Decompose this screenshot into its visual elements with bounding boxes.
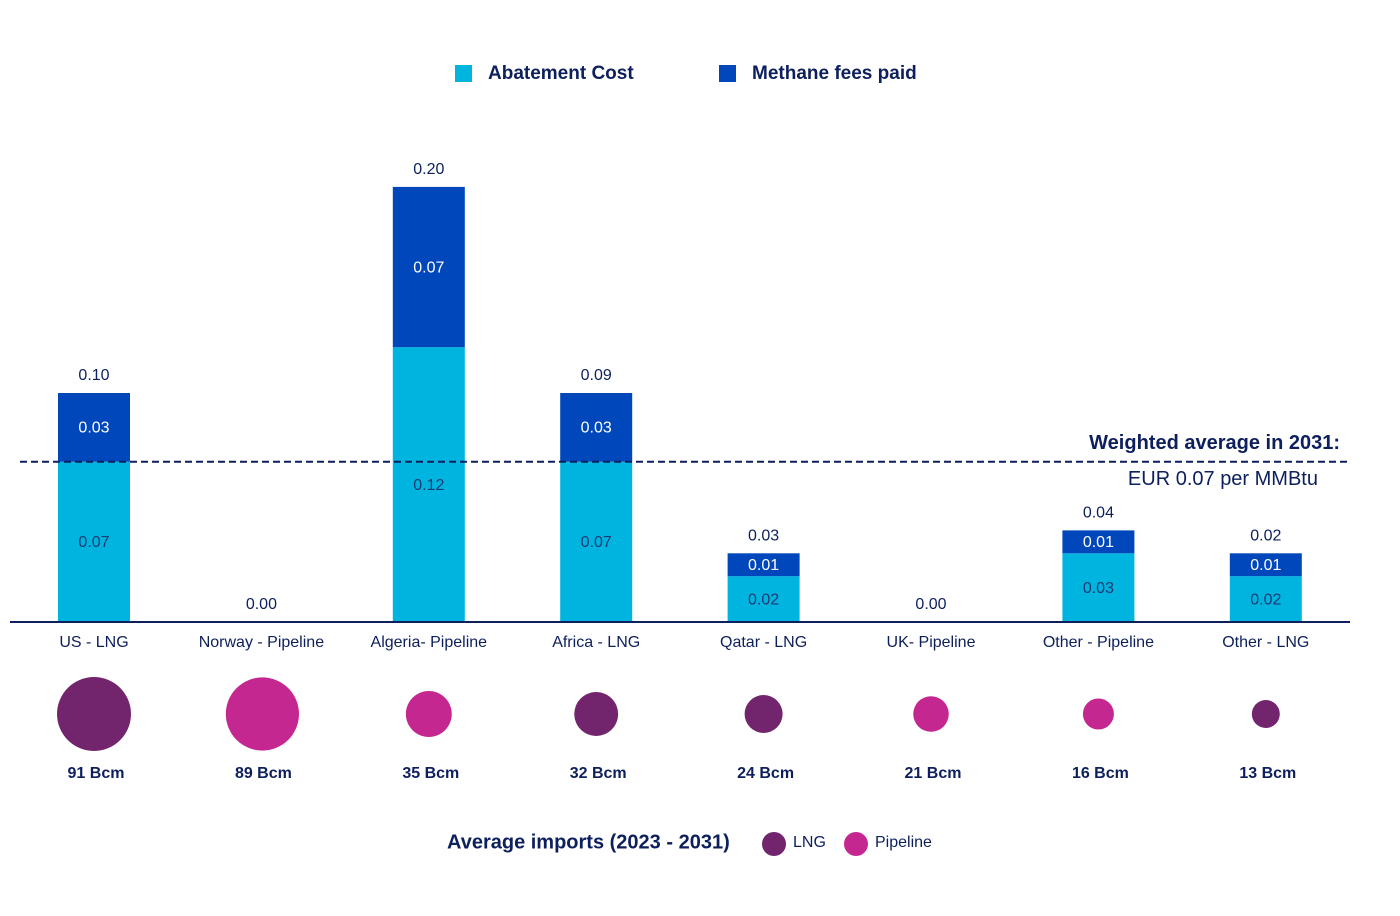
segment-label: 0.03	[581, 420, 612, 437]
total-label: 0.00	[246, 596, 277, 613]
bubble	[225, 677, 299, 751]
segment-label: 0.03	[1083, 580, 1114, 597]
segment-label: 0.07	[413, 259, 444, 276]
bubble	[1082, 698, 1114, 730]
bar-segment	[1229, 553, 1302, 577]
x-tick-label: Other - LNG	[1222, 634, 1309, 651]
bar-segment	[1062, 530, 1135, 554]
reference-label: EUR 0.07 per MMBtu	[1128, 468, 1318, 490]
bar-segment	[727, 553, 800, 577]
bar-segment	[1229, 576, 1302, 622]
bubble	[744, 694, 783, 734]
bar-segment	[392, 186, 465, 348]
segment-label: 0.03	[78, 420, 109, 437]
bar-segment	[58, 461, 130, 622]
segment-label: 0.02	[748, 591, 779, 608]
legend-label: LNG	[793, 834, 826, 851]
bubble-label: 89 Bcm	[235, 765, 292, 782]
segment-label: 0.02	[1250, 591, 1281, 608]
bar-segment	[58, 393, 130, 462]
x-tick-label: Algeria- Pipeline	[371, 634, 488, 651]
legend-label: Pipeline	[875, 834, 932, 851]
segment-label: 0.01	[748, 557, 779, 574]
segment-label: 0.07	[78, 534, 109, 551]
x-tick-label: Norway - Pipeline	[199, 634, 324, 651]
bar-segment	[392, 347, 465, 622]
bubble-title: Average imports (2023 - 2031)	[447, 831, 730, 853]
bubble-label: 13 Bcm	[1239, 765, 1296, 782]
segment-label: 0.01	[1250, 557, 1281, 574]
segment-label: 0.07	[581, 534, 612, 551]
bubble	[405, 691, 452, 737]
total-label: 0.03	[748, 528, 779, 545]
bubble	[574, 692, 619, 736]
legend-label: Abatement Cost	[488, 63, 634, 84]
reference-label: Weighted average in 2031:	[1089, 432, 1340, 454]
legend-swatch	[719, 65, 736, 82]
total-label: 0.00	[915, 596, 946, 613]
bubble-label: 21 Bcm	[905, 765, 962, 782]
bubble	[913, 696, 949, 732]
bubble-label: 91 Bcm	[68, 765, 125, 782]
bar-segment	[560, 461, 633, 622]
x-tick-label: Qatar - LNG	[720, 634, 807, 651]
x-tick-label: Africa - LNG	[552, 634, 640, 651]
bar-segment	[727, 576, 800, 622]
bubble-label: 16 Bcm	[1072, 765, 1129, 782]
x-tick-label: UK- Pipeline	[887, 634, 976, 651]
bubble-label: 32 Bcm	[570, 765, 627, 782]
total-label: 0.10	[78, 367, 109, 384]
bubble-label: 35 Bcm	[402, 765, 459, 782]
bubble	[57, 677, 131, 751]
total-label: 0.02	[1250, 528, 1281, 545]
segment-label: 0.12	[413, 477, 444, 494]
x-tick-label: US - LNG	[59, 634, 128, 651]
bubble-label: 24 Bcm	[737, 765, 794, 782]
total-label: 0.04	[1083, 505, 1114, 522]
total-label: 0.20	[413, 161, 444, 178]
legend-dot	[762, 832, 786, 856]
bubble	[1251, 700, 1280, 728]
total-label: 0.09	[581, 367, 612, 384]
segment-label: 0.01	[1083, 534, 1114, 551]
bar-segment	[560, 393, 633, 462]
legend-dot	[844, 832, 868, 856]
bar-segment	[1062, 553, 1135, 622]
legend-label: Methane fees paid	[752, 63, 917, 84]
x-tick-label: Other - Pipeline	[1043, 634, 1154, 651]
legend-swatch	[455, 65, 472, 82]
